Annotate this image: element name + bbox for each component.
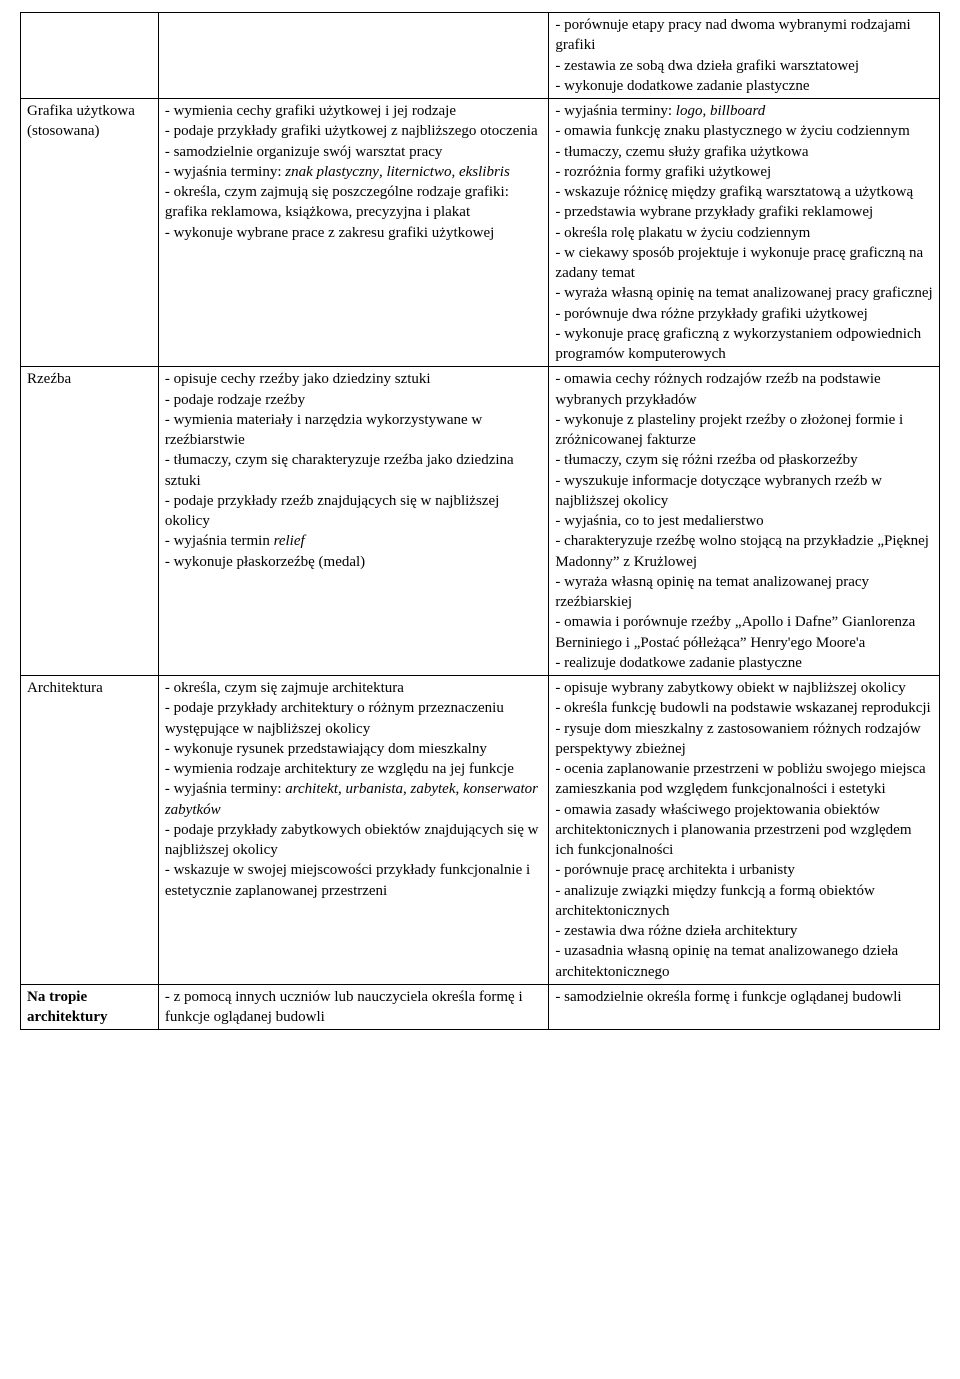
table-row: Architektura- określa, czym się zajmuje … — [21, 676, 940, 985]
basic-requirements-cell: - opisuje cechy rzeźby jako dziedziny sz… — [158, 367, 549, 676]
topic-cell — [21, 13, 159, 99]
topic-cell: Rzeźba — [21, 367, 159, 676]
basic-requirements-cell: - z pomocą innych uczniów lub nauczyciel… — [158, 984, 549, 1030]
topic-cell: Na tropie architektury — [21, 984, 159, 1030]
curriculum-table: - porównuje etapy pracy nad dwoma wybran… — [20, 12, 940, 1030]
extended-requirements-cell: - samodzielnie określa formę i funkcje o… — [549, 984, 940, 1030]
table-row: - porównuje etapy pracy nad dwoma wybran… — [21, 13, 940, 99]
topic-cell: Architektura — [21, 676, 159, 985]
table-row: Na tropie architektury- z pomocą innych … — [21, 984, 940, 1030]
basic-requirements-cell: - określa, czym się zajmuje architektura… — [158, 676, 549, 985]
table-row: Grafika użytkowa (stosowana)- wymienia c… — [21, 99, 940, 367]
table-body: - porównuje etapy pracy nad dwoma wybran… — [21, 13, 940, 1030]
extended-requirements-cell: - omawia cechy różnych rodzajów rzeźb na… — [549, 367, 940, 676]
topic-cell: Grafika użytkowa (stosowana) — [21, 99, 159, 367]
basic-requirements-cell: - wymienia cechy grafiki użytkowej i jej… — [158, 99, 549, 367]
extended-requirements-cell: - wyjaśnia terminy: logo, billboard- oma… — [549, 99, 940, 367]
extended-requirements-cell: - opisuje wybrany zabytkowy obiekt w naj… — [549, 676, 940, 985]
table-row: Rzeźba- opisuje cechy rzeźby jako dziedz… — [21, 367, 940, 676]
basic-requirements-cell — [158, 13, 549, 99]
extended-requirements-cell: - porównuje etapy pracy nad dwoma wybran… — [549, 13, 940, 99]
